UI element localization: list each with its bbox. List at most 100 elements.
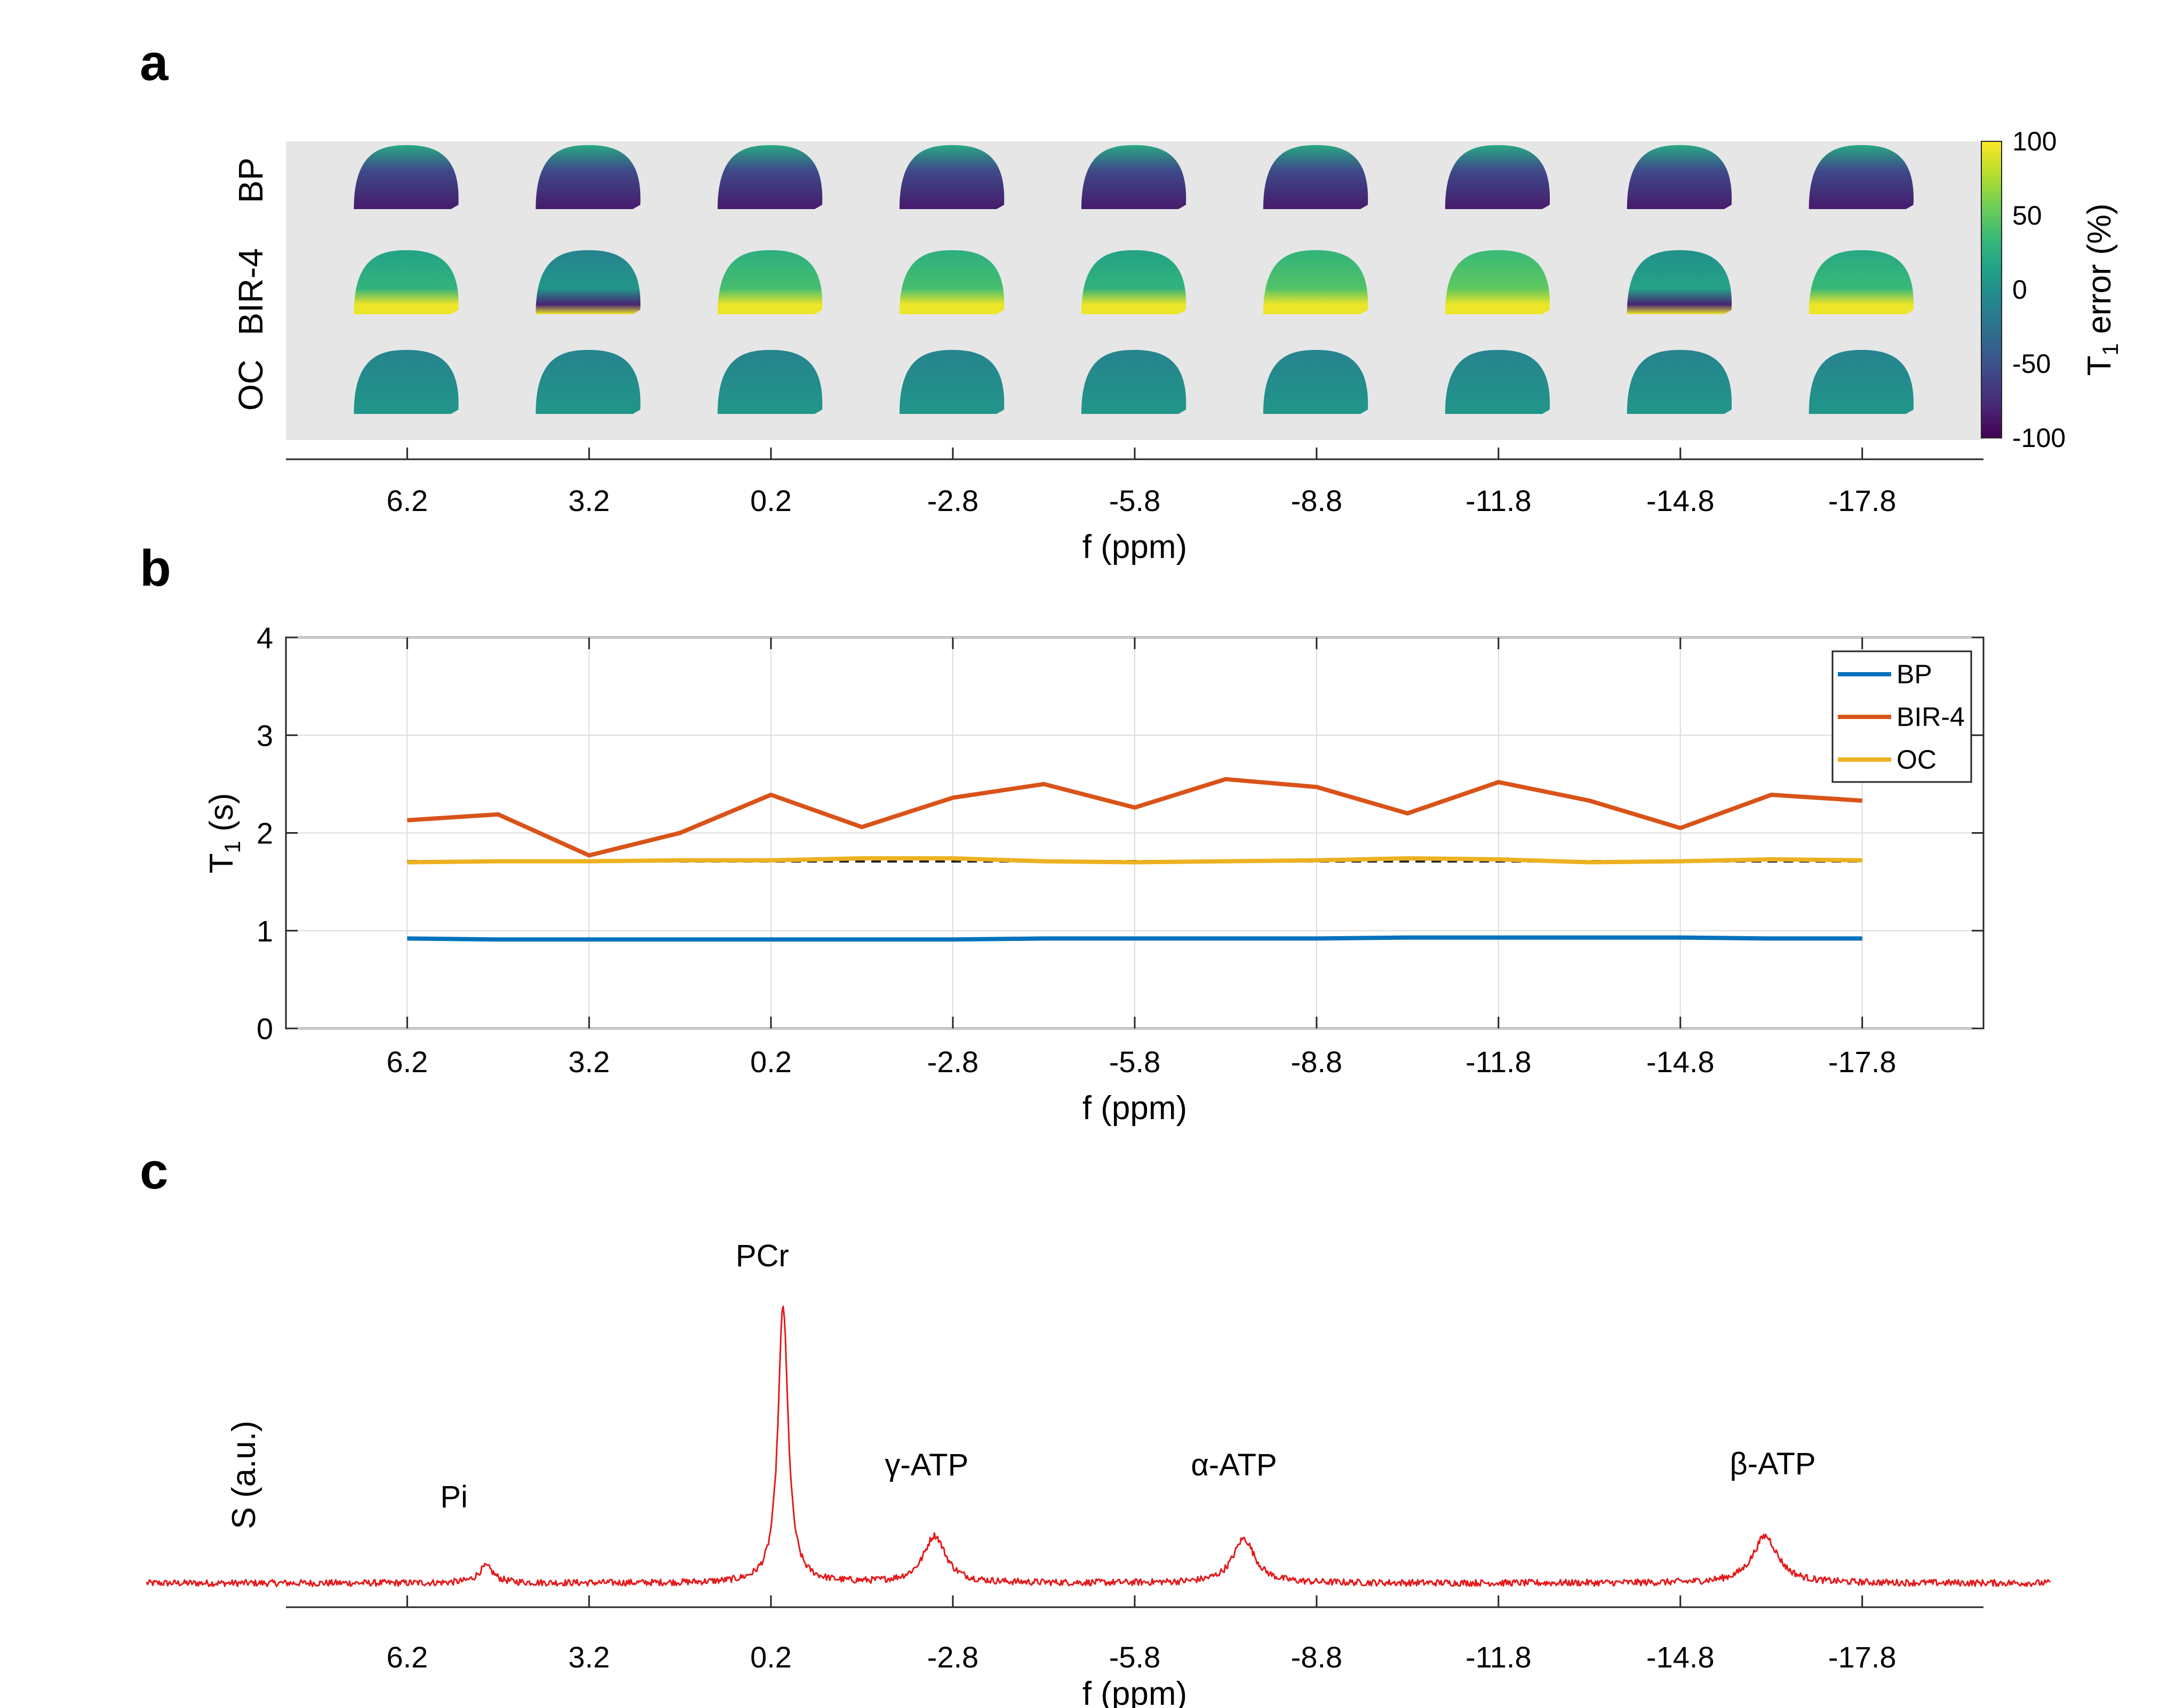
map-cell-bir4-3: [899, 250, 1005, 314]
x-tick-label: 3.2: [568, 484, 610, 517]
legend: BP BIR-4 OC: [1831, 650, 1972, 783]
x-tick-label: -11.8: [1465, 484, 1531, 517]
map-cell-bir4-2: [718, 250, 823, 314]
panel-letter-a: a: [140, 34, 169, 91]
x-tick-label: -14.8: [1646, 1045, 1715, 1079]
legend-label-oc: OC: [1897, 745, 1937, 775]
row-labels: BP BIR-4 OC: [232, 157, 270, 411]
panel-a-x-label: f (ppm): [1082, 529, 1187, 565]
row-label-bir4: BIR-4: [232, 248, 270, 336]
colorbar-tick: -50: [2012, 349, 2051, 379]
x-tick-label: 3.2: [568, 1640, 610, 1674]
x-tick-label: -17.8: [1828, 1640, 1897, 1674]
panel-b-y-label: T1 (s): [203, 793, 245, 874]
colorbar-tick: -100: [2012, 423, 2066, 453]
x-axis-ticks: 6.2 3.2 0.2 -2.8 -5.8 -8.8 -11.8 -14.8 -17.8: [386, 1595, 1897, 1674]
map-cell-bp-8: [1808, 145, 1914, 209]
map-cell-bir4-5: [1263, 250, 1368, 314]
panel-letter-c: c: [140, 1143, 168, 1200]
x-tick-label: 0.2: [750, 1640, 792, 1674]
colorbar-ticks: 100 50 0 -50 -100: [2012, 126, 2066, 453]
map-cell-oc-8: [1808, 350, 1914, 414]
y-tick-label: 3: [257, 719, 273, 752]
x-axis-ticks: 6.2 3.2 0.2 -2.8 -5.8 -8.8 -11.8 -14.8 -17.8: [386, 637, 1897, 1079]
x-tick-label: -5.8: [1109, 1640, 1161, 1674]
spectrum-line: [146, 1305, 2051, 1587]
map-cell-bp-7: [1627, 145, 1732, 209]
map-cell-oc-3: [899, 350, 1005, 414]
series-line-oc: [407, 856, 1862, 865]
panel-b-x-label: f (ppm): [1082, 1090, 1187, 1127]
x-tick-label: -11.8: [1465, 1640, 1531, 1674]
map-cell-oc-7: [1627, 350, 1732, 414]
map-cell-oc-6: [1445, 350, 1550, 414]
colorbar-tick: 50: [2012, 201, 2042, 230]
map-cell-oc-5: [1263, 350, 1368, 414]
map-cell-oc-2: [718, 350, 823, 414]
x-tick-label: 6.2: [386, 484, 428, 517]
colorbar: 100 50 0 -50 -100 T1 error (%): [1981, 126, 2123, 453]
panel-a-x-axis: 6.2 3.2 0.2 -2.8 -5.8 -8.8 -11.8 -14.8 -17.8: [286, 448, 1983, 517]
map-cell-bp-4: [1081, 145, 1186, 209]
x-tick-label: 6.2: [386, 1640, 428, 1674]
colorbar-gradient: [1981, 141, 2002, 438]
x-tick-label: -14.8: [1646, 1640, 1715, 1674]
x-tick-label: -2.8: [927, 1045, 979, 1079]
map-cell-oc-4: [1081, 350, 1186, 414]
peak-label-pcr: PCr: [736, 1239, 789, 1273]
colorbar-label: T1 error (%): [2081, 203, 2123, 376]
panel-c-x-label: f (ppm): [1082, 1675, 1187, 1708]
y-tick-label: 4: [257, 621, 273, 655]
colorbar-tick: 100: [2012, 126, 2057, 156]
series-lines: [407, 777, 1862, 942]
map-cell-bp-5: [1263, 145, 1368, 209]
map-cell-bp-0: [354, 145, 459, 209]
map-cell-bp-2: [718, 145, 823, 209]
row-label-bp: BP: [232, 157, 270, 203]
map-cell-bp-6: [1445, 145, 1550, 209]
y-tick-label: 1: [257, 914, 273, 948]
peak-label-beta-atp: β-ATP: [1730, 1447, 1815, 1481]
map-cell-bir4-8: [1808, 250, 1914, 314]
panel-b-t1-line-chart: 6.2 3.2 0.2 -2.8 -5.8 -8.8 -11.8 -14.8 -17.8 0 1 2…: [203, 621, 1985, 1127]
panel-letter-b: b: [140, 540, 171, 597]
map-cell-bir4-6: [1445, 250, 1550, 314]
x-tick-label: -8.8: [1291, 1640, 1343, 1674]
panel-c-spectrum: 6.2 3.2 0.2 -2.8 -5.8 -8.8 -11.8 -14.8 -17.8 f (…: [146, 1239, 2051, 1708]
map-cell-bir4-1: [536, 250, 641, 314]
x-tick-label: -14.8: [1646, 484, 1715, 517]
x-tick-label: 3.2: [568, 1045, 610, 1079]
peak-label-gamma-atp: γ-ATP: [885, 1448, 969, 1482]
x-tick-label: -5.8: [1109, 1045, 1161, 1079]
y-tick-label: 0: [257, 1012, 273, 1045]
x-tick-label: -5.8: [1109, 484, 1161, 517]
x-tick-label: -17.8: [1828, 1045, 1897, 1079]
map-cell-bir4-4: [1081, 250, 1186, 314]
x-tick-label: -11.8: [1465, 1045, 1531, 1079]
series-line-bp: [407, 935, 1862, 942]
peak-label-alpha-atp: α-ATP: [1191, 1448, 1277, 1482]
x-tick-label: 0.2: [750, 484, 792, 517]
x-tick-label: -17.8: [1828, 484, 1897, 517]
row-label-oc: OC: [232, 360, 270, 411]
y-axis-ticks: 0 1 2 3 4: [257, 621, 1983, 1045]
map-cell-oc-1: [536, 350, 641, 414]
map-cell-oc-0: [354, 350, 459, 414]
x-tick-label: -2.8: [927, 484, 979, 517]
map-cell-bir4-7: [1627, 250, 1732, 314]
x-tick-label: -8.8: [1291, 484, 1343, 517]
panel-c-y-label: S (a.u.): [226, 1420, 262, 1529]
x-tick-label: -8.8: [1291, 1045, 1343, 1079]
map-cell-bir4-0: [354, 250, 459, 314]
map-grid: [354, 145, 1914, 414]
x-tick-label: 0.2: [750, 1045, 792, 1079]
map-cell-bp-1: [536, 145, 641, 209]
colorbar-tick: 0: [2012, 275, 2027, 305]
legend-label-bir4: BIR-4: [1897, 702, 1965, 732]
x-tick-label: -2.8: [927, 1640, 979, 1674]
series-line-bir4: [407, 777, 1862, 858]
legend-label-bp: BP: [1897, 659, 1932, 689]
panel-a-t1-error-maps: BP BIR-4 OC 6.2 3.2 0.2 -2.8 -5.8 -8.8 -11.8 -1…: [232, 126, 2123, 565]
peak-label-pi: Pi: [440, 1480, 468, 1514]
